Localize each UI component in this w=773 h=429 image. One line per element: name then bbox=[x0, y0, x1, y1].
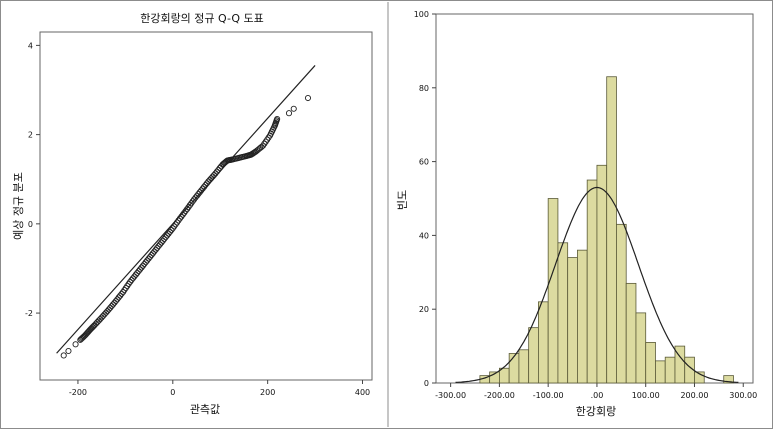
qq-point bbox=[179, 211, 186, 218]
hist-bar bbox=[586, 179, 598, 384]
hist-bar bbox=[606, 76, 617, 384]
qq-title: 한강회랑의 정규 Q-Q 도표 bbox=[140, 12, 264, 25]
hist-y-tick-label: 40 bbox=[419, 231, 429, 240]
hist-y-tick-label: 60 bbox=[419, 158, 429, 167]
qq-point bbox=[176, 215, 183, 222]
hist-bar bbox=[538, 301, 549, 384]
hist-bars bbox=[479, 76, 734, 384]
qq-points bbox=[60, 94, 312, 359]
hist-bar bbox=[655, 360, 666, 384]
hist-x-tick-label: .00 bbox=[591, 391, 604, 400]
hist-bar bbox=[616, 223, 627, 384]
qq-x-tick-label: 200 bbox=[260, 388, 275, 397]
qq-x-tick-label: -200 bbox=[69, 388, 87, 397]
hist-bar bbox=[567, 257, 578, 384]
qq-point bbox=[168, 227, 175, 234]
qq-x-tick-label: 0 bbox=[170, 388, 175, 397]
qq-point bbox=[290, 105, 297, 112]
qq-x-axis-label: 관측값 bbox=[190, 403, 220, 416]
hist-bar bbox=[577, 249, 588, 384]
qq-point bbox=[274, 115, 281, 123]
qq-point bbox=[181, 209, 188, 216]
qq-point bbox=[178, 213, 185, 220]
hist-y-tick-label: 20 bbox=[419, 305, 429, 314]
hist-x-tick-label: 300.00 bbox=[729, 391, 757, 400]
qq-point bbox=[60, 352, 67, 359]
qq-y-tick-label: 0 bbox=[28, 220, 33, 229]
hist-bar bbox=[635, 312, 647, 384]
qq-point bbox=[182, 207, 189, 215]
hist-x-tick-label: -300.00 bbox=[435, 391, 466, 400]
hist-bar bbox=[664, 356, 676, 384]
hist-bar bbox=[518, 349, 530, 384]
hist-bar bbox=[498, 367, 510, 384]
qq-y-ticks: -2 0 2 4 bbox=[25, 41, 40, 318]
hist-bar bbox=[508, 353, 520, 384]
qq-plot: 한강회랑의 정규 Q-Q 도표 관측값 예상 정규 분포 -200 0 200 400… bbox=[12, 12, 373, 416]
hist-x-tick-label: -100.00 bbox=[533, 391, 564, 400]
hist-y-tick-label: 80 bbox=[419, 84, 429, 93]
qq-y-tick-label: 2 bbox=[28, 131, 33, 140]
qq-point bbox=[72, 341, 79, 348]
hist-bar bbox=[723, 375, 734, 384]
hist-x-axis-label: 한강회랑 bbox=[576, 405, 616, 418]
qq-point bbox=[304, 94, 312, 102]
qq-y-axis-label: 예상 정규 분포 bbox=[12, 172, 25, 240]
hist-y-tick-label: 100 bbox=[414, 10, 429, 19]
qq-plot-area bbox=[39, 31, 373, 381]
hist-x-tick-label: 200.00 bbox=[680, 391, 708, 400]
hist-x-ticks: -300.00 -200.00 -100.00 .00 100.00 200.00 300.… bbox=[435, 383, 757, 400]
hist-bar bbox=[694, 371, 705, 384]
hist-bar bbox=[528, 327, 539, 384]
qq-y-tick-label: -2 bbox=[25, 309, 33, 318]
qq-point bbox=[118, 290, 125, 297]
hist-y-axis-label: 빈도 bbox=[396, 190, 409, 210]
hist-bar bbox=[547, 198, 559, 384]
qq-x-tick-label: 400 bbox=[355, 388, 370, 397]
hist-bar bbox=[625, 282, 637, 384]
qq-point bbox=[65, 347, 72, 355]
normal-curve bbox=[455, 186, 739, 383]
hist-y-tick-label: 0 bbox=[424, 379, 429, 388]
qq-y-tick-label: 4 bbox=[28, 41, 33, 50]
hist-x-tick-label: 100.00 bbox=[632, 391, 660, 400]
qq-reference-line bbox=[56, 65, 316, 354]
histogram: 한강회랑 빈도 -300.00 -200.00 -100.00 .00 100.00 20… bbox=[396, 10, 757, 418]
hist-bar bbox=[645, 342, 656, 384]
qq-point bbox=[285, 110, 293, 117]
qq-x-ticks: -200 0 200 400 bbox=[69, 380, 370, 397]
hist-bar bbox=[596, 164, 608, 384]
qq-point bbox=[89, 324, 96, 331]
hist-y-ticks: 0 20 40 60 80 100 bbox=[414, 10, 436, 388]
hist-x-tick-label: -200.00 bbox=[484, 391, 515, 400]
hist-bar bbox=[557, 242, 569, 384]
